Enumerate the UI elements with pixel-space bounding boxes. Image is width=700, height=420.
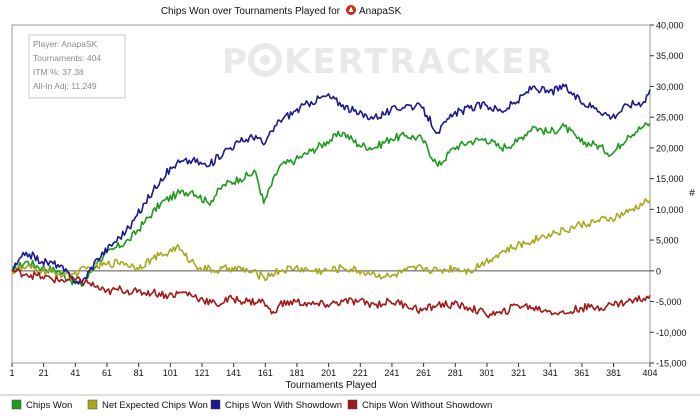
info-player: Player: AnapaSK: [33, 39, 98, 49]
chart-title-player: AnapaSK: [359, 6, 402, 17]
legend-swatch: [11, 399, 22, 410]
y-axis-title: #: [689, 188, 695, 199]
series-line-3: [11, 83, 651, 285]
y-tick-label: 5,000: [656, 236, 679, 246]
player-info-box: Player: AnapaSK Tournaments: 404 ITM %: …: [28, 34, 126, 99]
x-tick-label: 101: [163, 368, 178, 378]
series-line-2: [11, 198, 651, 282]
x-tick-label: 41: [70, 368, 80, 378]
x-axis: 1 21 41 61 81 101 121 141 161 181 201 221 241 261 281 3…: [9, 363, 658, 378]
pokertracker-watermark: P KERTRACKER: [222, 42, 555, 82]
watermark-left: P: [222, 42, 249, 82]
x-tick-label: 161: [258, 368, 273, 378]
x-axis-title: Tournaments Played: [285, 380, 376, 391]
legend-swatch: [87, 399, 98, 410]
legend-item: Chips Won With Showdown: [210, 399, 342, 411]
x-tick-label: 321: [511, 368, 526, 378]
watermark-right: KERTRACKER: [284, 42, 555, 82]
chip-icon: [248, 43, 282, 77]
info-itm: ITM %: 37.38: [33, 67, 84, 77]
info-allin-adj: All-In Adj: 11,249: [33, 81, 97, 91]
y-tick-label: -5,000: [656, 297, 682, 307]
y-tick-label: 20,000: [656, 143, 684, 153]
x-tick-label: 261: [416, 368, 431, 378]
legend-label: Chips Won Without Showdown: [362, 400, 492, 411]
chart-title: Chips Won over Tournaments Played for: [161, 6, 341, 17]
y-tick-label: -10,000: [656, 328, 687, 338]
y-tick-label: -15,000: [656, 359, 687, 369]
legend-swatch: [210, 399, 221, 410]
x-tick-label: 281: [448, 368, 463, 378]
info-tournaments: Tournaments: 404: [33, 53, 101, 63]
x-tick-label: 341: [543, 368, 558, 378]
x-tick-label: 61: [102, 368, 112, 378]
x-tick-label: 201: [321, 368, 336, 378]
y-tick-label: 30,000: [656, 82, 684, 92]
series-line-1: [11, 122, 651, 287]
legend-item: Net Expected Chips Won: [87, 399, 208, 411]
x-tick-label: 404: [642, 368, 657, 378]
y-tick-label: 25,000: [656, 113, 684, 123]
x-tick-label: 1: [9, 368, 14, 378]
x-tick-label: 301: [479, 368, 494, 378]
legend-swatch: [347, 399, 358, 410]
legend: Chips Won Net Expected Chips Won Chips Won…: [11, 399, 492, 411]
x-tick-label: 381: [606, 368, 621, 378]
series-layer: [11, 83, 651, 319]
y-tick-label: 0: [656, 266, 661, 276]
y-tick-label: 35,000: [656, 51, 684, 61]
y-tick-label: 40,000: [656, 21, 684, 31]
x-tick-label: 21: [39, 368, 49, 378]
y-axis: -15,000 -10,000 -5,000 0 5,000 10,000 15,000 20…: [650, 21, 687, 369]
y-tick-label: 10,000: [656, 205, 684, 215]
x-tick-label: 81: [134, 368, 144, 378]
x-tick-label: 221: [353, 368, 368, 378]
legend-item: Chips Won: [11, 399, 72, 411]
y-tick-label: 15,000: [656, 174, 684, 184]
x-tick-label: 241: [384, 368, 399, 378]
legend-label: Net Expected Chips Won: [102, 400, 208, 411]
x-tick-label: 181: [289, 368, 304, 378]
x-tick-label: 121: [194, 368, 209, 378]
x-tick-label: 361: [574, 368, 589, 378]
legend-item: Chips Won Without Showdown: [347, 399, 492, 411]
player-logo-icon: [346, 5, 356, 15]
legend-label: Chips Won With Showdown: [225, 400, 342, 411]
series-line-4: [11, 268, 651, 319]
x-tick-label: 141: [226, 368, 241, 378]
legend-label: Chips Won: [26, 400, 72, 411]
